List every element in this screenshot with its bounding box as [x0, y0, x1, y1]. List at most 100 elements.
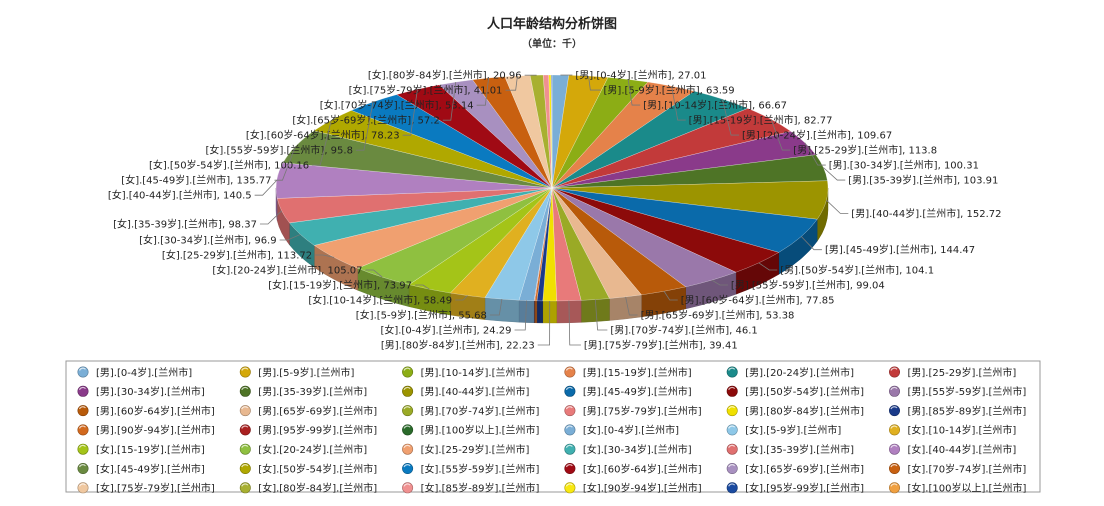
legend-item[interactable]: [男].[100岁以上].[兰州市] [402, 424, 540, 437]
legend-item[interactable]: [男].[25-29岁].[兰州市] [888, 366, 1016, 379]
legend-item[interactable]: [女].[20-24岁].[兰州市] [239, 443, 367, 456]
legend-item[interactable]: [男].[75岁-79岁].[兰州市] [564, 404, 702, 417]
label-leader-line [711, 279, 728, 286]
legend-item[interactable]: [男].[5-9岁].[兰州市] [239, 366, 354, 379]
legend-item[interactable]: [女].[70岁-74岁].[兰州市] [888, 462, 1027, 475]
legend-label: [女].[65岁-69岁].[兰州市] [745, 462, 864, 475]
legend-item[interactable]: [女].[100岁以上].[兰州市] [888, 482, 1027, 495]
data-label: [男].[80岁-84岁].[兰州市], 22.23 [381, 339, 535, 352]
legend-item[interactable]: [男].[95岁-99岁].[兰州市] [239, 424, 377, 437]
label-leader-line [758, 262, 778, 271]
legend-item[interactable]: [女].[75岁-79岁].[兰州市] [77, 482, 215, 495]
data-label: [女].[35-39岁].[兰州市], 98.37 [113, 217, 257, 230]
legend-item[interactable]: [女].[85岁-89岁].[兰州市] [402, 482, 540, 495]
data-label: [女].[60岁-64岁].[兰州市], 78.23 [246, 129, 400, 142]
legend-item[interactable]: [女].[40-44岁].[兰州市] [888, 443, 1017, 456]
legend-item[interactable]: [男].[70岁-74岁].[兰州市] [402, 404, 540, 417]
label-leader-line [722, 99, 740, 136]
legend-item[interactable]: [女].[50岁-54岁].[兰州市] [239, 462, 377, 475]
label-leader-line [537, 300, 551, 346]
legend-item[interactable]: [男].[35-39岁].[兰州市] [239, 385, 367, 398]
legend-label: [女].[25-29岁].[兰州市] [421, 443, 530, 456]
legend-item[interactable]: [男].[10-14岁].[兰州市] [402, 366, 530, 379]
legend-item[interactable]: [女].[15-19岁].[兰州市] [77, 443, 205, 456]
legend-item[interactable]: [女].[0-4岁].[兰州市] [564, 424, 679, 437]
data-label: [女].[55岁-59岁].[兰州市], 95.8 [206, 144, 353, 157]
data-label: [女].[20-24岁].[兰州市], 105.07 [212, 264, 362, 277]
pie-slice-side [534, 300, 538, 324]
legend-item[interactable]: [女].[80岁-84岁].[兰州市] [239, 482, 377, 495]
label-leader-line [801, 236, 822, 251]
legend-item[interactable]: [女].[25-29岁].[兰州市] [402, 443, 530, 456]
data-label: [男].[45-49岁].[兰州市], 144.47 [825, 243, 975, 256]
legend-label: [女].[20-24岁].[兰州市] [258, 443, 367, 456]
legend-label: [女].[85岁-89岁].[兰州市] [421, 482, 540, 495]
label-leader-line [823, 167, 846, 181]
data-label: [女].[50岁-54岁].[兰州市], 100.16 [149, 159, 309, 172]
legend-item[interactable]: [女].[60岁-64岁].[兰州市] [564, 462, 702, 475]
pie-slice-side [609, 294, 642, 321]
data-label: [男].[10-14岁].[兰州市], 66.67 [643, 99, 787, 112]
legend-item[interactable]: [男].[65岁-69岁].[兰州市] [239, 404, 377, 417]
legend-label: [男].[50岁-54岁].[兰州市] [745, 385, 864, 398]
legend-item[interactable]: [女].[55岁-59岁].[兰州市] [402, 462, 540, 475]
legend-item[interactable]: [男].[80岁-84岁].[兰州市] [726, 404, 864, 417]
data-label: [男].[40-44岁].[兰州市], 152.72 [851, 207, 1001, 220]
legend-label: [女].[70岁-74岁].[兰州市] [908, 462, 1027, 475]
legend-item[interactable]: [男].[50岁-54岁].[兰州市] [726, 385, 864, 398]
legend-item[interactable]: [女].[45-49岁].[兰州市] [77, 462, 205, 475]
legend-label: [女].[45-49岁].[兰州市] [96, 462, 205, 475]
data-label: [女].[75岁-79岁].[兰州市], 41.01 [349, 84, 503, 97]
legend-item[interactable]: [女].[10-14岁].[兰州市] [888, 424, 1016, 437]
legend-item[interactable]: [女].[90岁-94岁].[兰州市] [564, 482, 702, 495]
legend-item[interactable]: [女].[30-34岁].[兰州市] [564, 443, 692, 456]
legend-item[interactable]: [女].[65岁-69岁].[兰州市] [726, 462, 864, 475]
legend-label: [女].[40-44岁].[兰州市] [908, 443, 1017, 456]
legend-label: [男].[40-44岁].[兰州市] [421, 385, 530, 398]
label-leader-line [505, 75, 518, 91]
legend-item[interactable]: [男].[30-34岁].[兰州市] [77, 385, 205, 398]
legend-label: [女].[5-9岁].[兰州市] [745, 424, 841, 437]
legend-item[interactable]: [男].[90岁-94岁].[兰州市] [77, 424, 215, 437]
pie-slice-side [484, 297, 520, 323]
label-leader-line [588, 75, 601, 91]
data-label: [男].[25-29岁].[兰州市], 113.8 [793, 144, 937, 157]
label-leader-line [365, 269, 383, 278]
legend-label: [女].[75岁-79岁].[兰州市] [96, 482, 215, 495]
legend-label: [男].[80岁-84岁].[兰州市] [745, 404, 864, 417]
data-label: [女].[40-44岁].[兰州市], 140.5 [108, 189, 252, 202]
legend-label: [女].[100岁以上].[兰州市] [908, 482, 1027, 495]
legend-item[interactable]: [女].[95岁-99岁].[兰州市] [726, 482, 864, 495]
chart-title: 人口年龄结构分析饼图 [487, 16, 617, 32]
data-label: [男].[20-24岁].[兰州市], 109.67 [742, 129, 892, 142]
label-leader-line [671, 86, 686, 121]
legend-item[interactable]: [男].[85岁-89岁].[兰州市] [888, 404, 1026, 417]
legend-item[interactable]: [男].[20-24岁].[兰州市] [726, 366, 854, 379]
data-label: [女].[30-34岁].[兰州市], 96.9 [139, 234, 276, 247]
legend-item[interactable]: [男].[60岁-64岁].[兰州市] [77, 404, 215, 417]
label-leader-line [625, 296, 638, 316]
legend-item[interactable]: [男].[55岁-59岁].[兰州市] [888, 385, 1026, 398]
legend-item[interactable]: [男].[40-44岁].[兰州市] [402, 385, 530, 398]
legend-label: [男].[35-39岁].[兰州市] [258, 385, 367, 398]
legend-item[interactable]: [男].[15-19岁].[兰州市] [564, 366, 692, 379]
data-label: [女].[15-19岁].[兰州市], 73.97 [268, 279, 412, 292]
legend-label: [男].[90岁-94岁].[兰州市] [96, 424, 215, 437]
legend-item[interactable]: [男].[0-4岁].[兰州市] [77, 366, 192, 379]
label-leader-line [442, 82, 457, 121]
data-labels: [男].[0-4岁].[兰州市], 27.01 [男].[5-9岁].[兰州市],… [108, 69, 1002, 352]
data-label: [女].[25-29岁].[兰州市], 113.72 [162, 249, 312, 262]
legend-label: [男].[15-19岁].[兰州市] [583, 366, 692, 379]
legend-item[interactable]: [男].[45-49岁].[兰州市] [564, 385, 692, 398]
legend-label: [男].[75岁-79岁].[兰州市] [583, 404, 702, 417]
legend-items: [男].[0-4岁].[兰州市] [男].[5-9岁].[兰州市] [男].[10-… [77, 366, 1027, 495]
legend [65, 360, 1041, 493]
label-leader-line [804, 142, 826, 166]
legend-item[interactable]: [女].[35-39岁].[兰州市] [726, 443, 854, 456]
legend-item[interactable]: [女].[5-9岁].[兰州市] [726, 424, 841, 437]
label-leader-line [568, 300, 581, 346]
data-label: [女].[65岁-69岁].[兰州市], 57.2 [292, 114, 439, 127]
label-leader-line [415, 284, 430, 290]
label-leader-line [826, 199, 849, 214]
